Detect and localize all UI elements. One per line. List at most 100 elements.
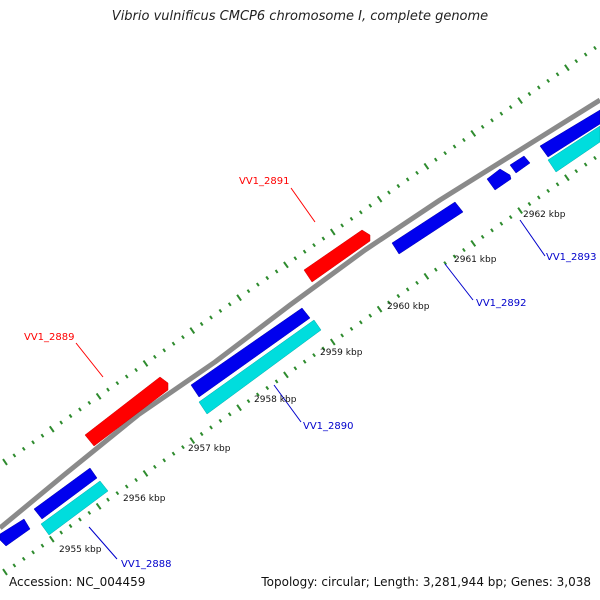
gene-vv1-2891-feature[interactable] <box>303 229 371 283</box>
tick-mark <box>265 275 270 281</box>
tick-mark <box>312 353 316 358</box>
ruler-label: 2962 kbp <box>523 210 566 220</box>
gene-vv1-2889-feature[interactable] <box>84 376 169 447</box>
tick-mark <box>209 425 213 430</box>
tick-mark <box>433 157 438 162</box>
tick-mark <box>423 162 430 170</box>
tick-mark <box>508 105 513 110</box>
gene-vv1-2893-gene-b[interactable] <box>509 155 531 174</box>
tick-mark <box>189 437 196 444</box>
tick-mark <box>499 111 504 116</box>
tick-mark <box>12 453 17 458</box>
position-ruler: 2955 kbp 2956 kbp 2957 kbp 2958 kbp 2959… <box>59 210 566 555</box>
tick-mark <box>376 305 383 313</box>
tick-mark <box>376 195 383 203</box>
tick-mark <box>59 530 64 535</box>
gene-label-vv1-2893[interactable]: VV1_2893 <box>546 252 597 263</box>
tick-mark <box>162 458 167 463</box>
gene-label-vv1-2891[interactable]: VV1_2891 <box>239 176 290 187</box>
tick-mark <box>433 267 438 272</box>
tick-mark <box>593 45 597 51</box>
ruler-label: 2956 kbp <box>123 494 166 504</box>
inner-tick-ring <box>2 155 597 576</box>
tick-mark <box>209 315 213 320</box>
tick-mark <box>423 272 430 280</box>
tick-mark <box>387 300 391 305</box>
tick-mark <box>293 256 298 261</box>
tick-mark <box>358 210 363 215</box>
tick-mark <box>274 269 279 274</box>
tick-mark <box>255 282 260 287</box>
tick-mark <box>21 556 26 561</box>
ruler-label: 2955 kbp <box>59 545 102 555</box>
tick-mark <box>368 203 373 208</box>
leader-vv1-2891 <box>290 187 316 223</box>
leader-vv1-2892 <box>444 263 474 301</box>
tick-mark <box>21 446 26 451</box>
cds-vv1-2893[interactable] <box>547 125 600 173</box>
tick-mark <box>40 433 45 438</box>
tick-mark <box>452 254 457 259</box>
tick-mark <box>349 216 354 221</box>
tick-mark <box>546 78 551 83</box>
tick-mark <box>236 404 242 412</box>
gene-vv1-2893-gene-c[interactable] <box>539 109 600 158</box>
gene-label-vv1-2890[interactable]: VV1_2890 <box>303 421 354 432</box>
tick-mark <box>574 169 579 174</box>
tick-mark <box>255 392 260 397</box>
leader-vv1-2893 <box>519 219 546 257</box>
tick-mark <box>564 174 570 182</box>
tick-mark <box>68 413 73 419</box>
tick-mark <box>152 354 157 359</box>
leader-vv1-2889 <box>75 342 104 378</box>
tick-mark <box>415 280 419 285</box>
tick-mark <box>142 470 149 477</box>
genome-summary-text: Topology: circular; Length: 3,281,944 bp… <box>261 575 591 589</box>
tick-mark <box>134 477 138 483</box>
cds-vv1-2888[interactable] <box>40 480 109 536</box>
tick-mark <box>189 327 196 334</box>
tick-mark <box>302 359 307 364</box>
gene-label-vv1-2888[interactable]: VV1_2888 <box>121 559 172 570</box>
tick-mark <box>95 392 102 400</box>
tick-mark <box>12 563 17 568</box>
tick-mark <box>293 366 298 371</box>
tick-mark <box>555 182 560 187</box>
gene-vv1-2888-feature[interactable] <box>0 518 31 547</box>
tick-mark <box>387 190 391 195</box>
tick-mark <box>536 85 541 90</box>
gene-vv1-2892-gene[interactable] <box>391 201 464 255</box>
tick-mark <box>443 151 448 156</box>
tick-mark <box>218 308 223 313</box>
tick-mark <box>199 431 204 437</box>
cds-vv1-2890[interactable] <box>198 319 322 415</box>
tick-mark <box>312 243 316 248</box>
gene-vv1-2893-gene-a[interactable] <box>486 168 512 191</box>
label-leader-lines <box>75 187 546 560</box>
gene-vv1-2888-gene[interactable] <box>33 467 98 520</box>
tick-mark <box>171 341 176 346</box>
tick-mark <box>443 261 448 266</box>
tick-mark <box>124 374 129 379</box>
tick-mark <box>340 333 345 338</box>
tick-mark <box>593 155 597 161</box>
gene-label-vv1-2892[interactable]: VV1_2892 <box>476 298 527 309</box>
tick-mark <box>462 247 466 253</box>
gene-vv1-2890-gene[interactable] <box>190 307 311 398</box>
tick-mark <box>508 215 513 220</box>
tick-mark <box>95 502 102 510</box>
tick-mark <box>106 497 110 502</box>
tick-mark <box>124 484 129 489</box>
ruler-label: 2957 kbp <box>188 444 231 454</box>
tick-mark <box>564 64 570 72</box>
tick-mark <box>329 228 336 236</box>
tick-mark <box>396 183 401 189</box>
outer-tick-ring <box>2 45 597 466</box>
tick-mark <box>40 543 45 548</box>
tick-mark <box>78 517 82 522</box>
accession-text: Accession: NC_004459 <box>9 575 146 589</box>
gene-label-vv1-2889[interactable]: VV1_2889 <box>24 332 75 343</box>
ruler-label: 2961 kbp <box>454 255 497 265</box>
tick-mark <box>218 418 223 423</box>
